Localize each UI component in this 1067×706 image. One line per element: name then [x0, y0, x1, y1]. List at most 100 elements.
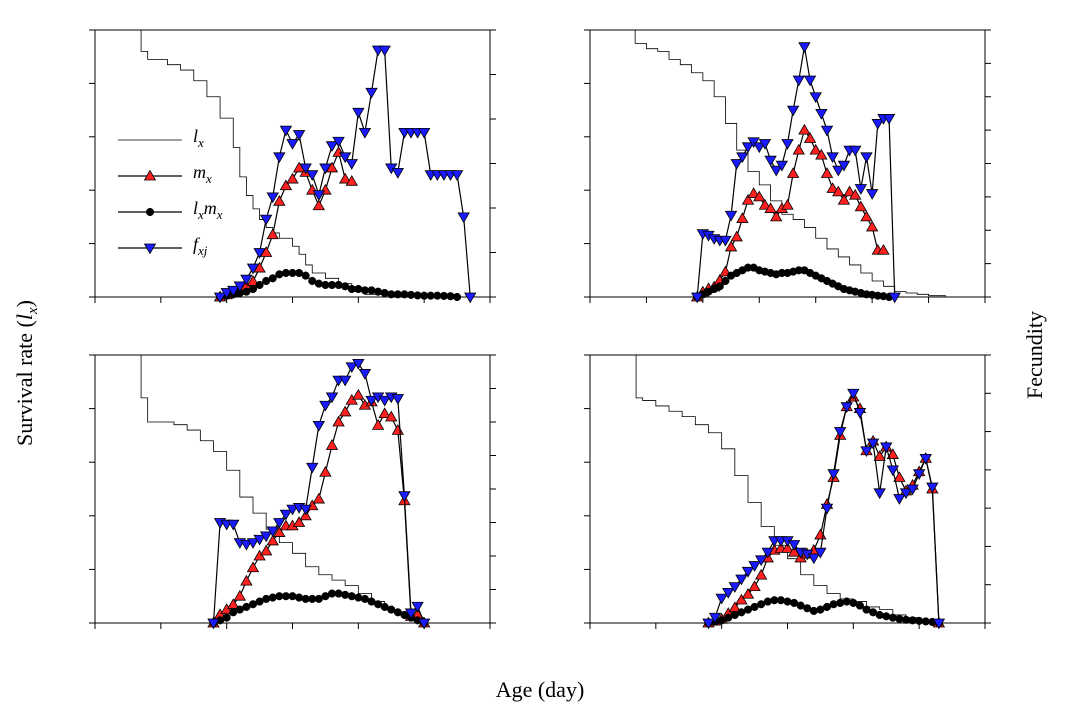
data-point-fxj [207, 618, 220, 630]
data-point-lxmx [262, 594, 271, 603]
data-point-fxj [866, 438, 880, 450]
legend-symbol: m [204, 198, 217, 218]
data-point-mx [753, 190, 766, 202]
data-point-fxj [398, 491, 411, 502]
data-point-mx [325, 439, 339, 450]
data-point-fxj [391, 167, 405, 179]
data-point-fxj [735, 574, 748, 586]
legend-item-lxmx: lxmx [118, 198, 223, 222]
data-point-fxj [715, 593, 728, 605]
data-point-fxj [886, 465, 900, 477]
data-point-fxj [728, 582, 742, 593]
data-point-fxj [820, 125, 834, 137]
legend-subscript: x [216, 207, 223, 222]
data-point-fxj [358, 369, 372, 380]
series-lx [590, 29, 946, 297]
data-point-mx [378, 407, 391, 419]
data-point-fxj [754, 555, 768, 567]
data-point-lxmx [875, 610, 884, 620]
data-point-fxj [292, 130, 306, 141]
data-point-fxj [719, 235, 732, 247]
data-point-mx [781, 198, 794, 210]
series-mx [702, 390, 946, 628]
data-point-mx [240, 574, 253, 586]
legend-label: lxmx [193, 198, 223, 222]
data-point-fxj [820, 503, 834, 515]
plot-frame [589, 29, 986, 298]
data-point-fxj [259, 214, 273, 226]
data-point-fxj [893, 494, 906, 505]
data-point-fxj [753, 142, 766, 154]
panel-3 [89, 354, 496, 630]
data-point-mx [741, 587, 755, 599]
data-point-mx [338, 172, 352, 184]
data-point-fxj [865, 189, 879, 200]
series-fxj [213, 45, 477, 304]
series-fxj [691, 42, 901, 304]
data-point-fxj [253, 248, 266, 259]
data-point-fxj [840, 402, 853, 413]
data-point-lxmx [288, 592, 297, 601]
series-fxj [702, 388, 946, 630]
data-point-mx [860, 210, 873, 222]
data-point-lxmx [347, 592, 356, 601]
data-point-lxmx [334, 589, 343, 598]
legend-marker-fxj [143, 243, 157, 255]
data-point-fxj [826, 152, 839, 164]
legend-label: lx [193, 126, 204, 150]
data-point-fxj [849, 145, 862, 157]
data-point-fxj [899, 488, 913, 500]
data-point-fxj [266, 192, 279, 204]
data-point-fxj [748, 561, 761, 572]
data-point-fxj [358, 127, 372, 139]
data-point-fxj [860, 152, 873, 164]
data-point-mx [748, 580, 761, 592]
data-point-fxj [246, 263, 260, 275]
legend-item-lx: lx [118, 126, 204, 150]
data-point-mx [747, 187, 760, 198]
series-line-lx [95, 29, 458, 297]
data-point-mx [279, 179, 293, 191]
data-point-fxj [764, 155, 777, 167]
data-point-fxj [286, 504, 299, 516]
data-point-mx [266, 534, 279, 546]
plot-frame [94, 29, 491, 298]
data-point-fxj [724, 210, 738, 222]
data-point-fxj [273, 152, 286, 164]
series-fxj [207, 358, 431, 630]
data-point-fxj [306, 170, 319, 181]
data-point-mx [259, 544, 273, 556]
data-point-lxmx [855, 601, 864, 610]
data-point-fxj [378, 395, 391, 407]
data-point-fxj [240, 274, 253, 286]
data-point-mx [820, 167, 834, 178]
data-point-fxj [240, 539, 253, 551]
data-point-fxj [730, 159, 743, 170]
data-point-fxj [273, 518, 286, 529]
data-point-mx [332, 415, 345, 427]
data-point-fxj [786, 105, 800, 117]
legend-symbol: l [193, 198, 198, 218]
data-point-fxj [279, 125, 293, 137]
data-point-fxj [787, 540, 801, 551]
legend-subscript: x [197, 207, 204, 222]
data-point-mx [826, 182, 839, 193]
data-point-fxj [266, 526, 279, 538]
data-point-mx [814, 528, 827, 540]
data-point-fxj [837, 160, 851, 172]
data-point-fxj [798, 42, 811, 53]
series-mx [213, 146, 358, 302]
data-point-lxmx [275, 270, 284, 279]
data-point-mx [233, 589, 247, 601]
plot-frame [94, 354, 491, 624]
data-point-mx [886, 448, 900, 459]
data-point-lxmx [888, 613, 897, 622]
data-point-mx [292, 516, 306, 527]
data-point-fxj [213, 292, 227, 304]
data-point-mx [319, 465, 332, 477]
data-point-fxj [279, 509, 293, 521]
data-point-mx [798, 123, 811, 135]
data-point-fxj [722, 587, 735, 599]
